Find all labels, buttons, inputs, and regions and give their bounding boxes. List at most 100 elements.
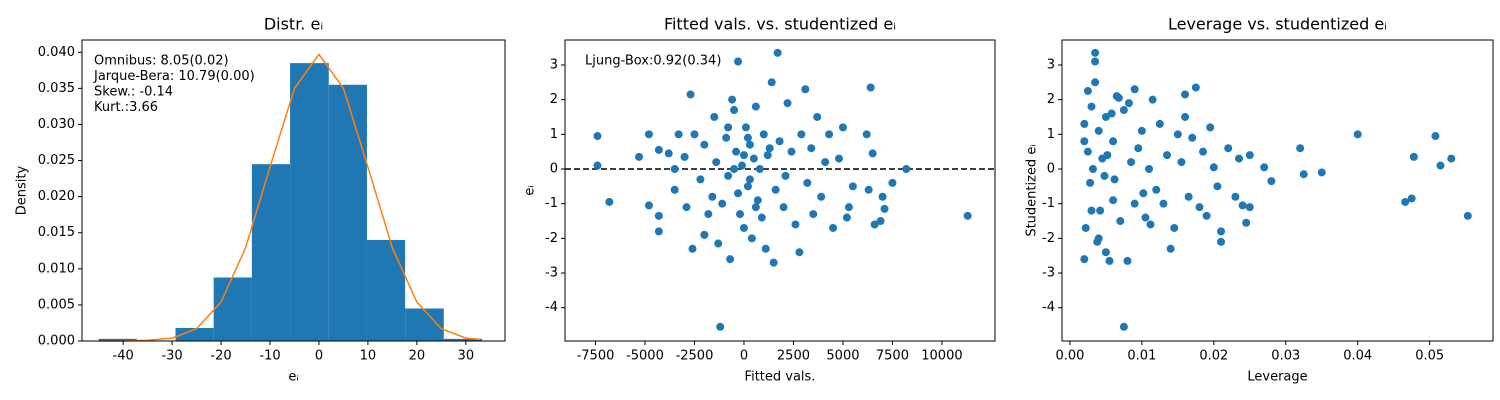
x-tick-label: 20: [409, 349, 426, 364]
point: [791, 220, 800, 229]
point: [737, 161, 746, 170]
point: [880, 204, 889, 213]
point: [747, 234, 756, 243]
point: [1119, 322, 1128, 331]
y-tick-label: -4: [545, 300, 558, 315]
point: [821, 158, 830, 167]
point: [803, 178, 812, 187]
bar: [328, 84, 367, 342]
density-curve: [98, 53, 481, 342]
point: [682, 203, 691, 212]
point: [1463, 211, 1472, 220]
x-tick-label: -7500: [577, 349, 615, 364]
point: [674, 130, 683, 139]
point: [813, 112, 822, 121]
point: [1146, 220, 1155, 229]
point: [686, 90, 695, 99]
y-tick-label: -2: [1042, 231, 1055, 246]
point: [1091, 57, 1100, 66]
point: [1181, 112, 1190, 121]
y-tick-label: 0.015: [38, 225, 75, 240]
y-tick-label: 0.025: [38, 153, 75, 168]
point: [724, 171, 733, 180]
x-axis-label: Leverage: [1247, 370, 1307, 385]
point: [1217, 227, 1226, 236]
point: [1245, 203, 1254, 212]
point: [1080, 137, 1089, 146]
point: [1137, 126, 1146, 135]
point: [635, 152, 644, 161]
point: [817, 192, 826, 201]
y-tick-label: 0.020: [38, 189, 75, 204]
point: [1267, 177, 1276, 186]
point: [739, 151, 748, 160]
point: [714, 239, 723, 248]
point: [1202, 211, 1211, 220]
point: [751, 102, 760, 111]
point: [1100, 171, 1109, 180]
axes-frame: [81, 39, 506, 342]
chart-title: Distr. eᵢ: [264, 15, 323, 34]
point: [593, 161, 602, 170]
point: [1091, 48, 1100, 57]
point: [593, 132, 602, 141]
point: [670, 165, 679, 173]
point: [1080, 119, 1089, 128]
point: [1110, 175, 1119, 184]
x-tick-label: 7500: [876, 349, 909, 364]
x-tick-label: -10: [259, 349, 280, 364]
x-tick-label: -5000: [626, 349, 664, 364]
point: [688, 244, 697, 253]
point: [771, 185, 780, 194]
point: [1436, 161, 1445, 170]
point: [773, 48, 782, 57]
point: [1109, 137, 1118, 146]
panel: 0.00 0.01 0.02 0.03 0.04 0.05 -4 -3 -2 -1 0 1 2 3 Leve…: [1025, 15, 1494, 385]
point: [864, 185, 873, 194]
point: [779, 203, 788, 212]
y-tick-label: 0.000: [38, 334, 75, 349]
chart-title: Fitted vals. vs. studentized eᵢ: [664, 15, 896, 34]
point: [1086, 178, 1095, 187]
point: [743, 133, 752, 142]
point: [866, 83, 875, 92]
point: [1260, 163, 1269, 172]
point: [745, 175, 754, 184]
point: [1188, 133, 1197, 142]
point: [680, 152, 689, 161]
point: [1235, 154, 1244, 163]
point: [878, 192, 887, 201]
point: [1127, 158, 1136, 167]
point: [690, 130, 699, 139]
point: [710, 112, 719, 121]
point: [728, 95, 737, 104]
point: [765, 144, 774, 153]
y-tick-label: -1: [545, 196, 558, 211]
point: [700, 140, 709, 149]
point: [654, 227, 663, 236]
point: [734, 189, 743, 198]
point: [1431, 132, 1440, 141]
panel: -40 -30 -20 -10 0 10 20 30 0.000 0.005 0.010 0.015 0…: [15, 15, 506, 385]
point: [749, 154, 758, 163]
point: [1177, 158, 1186, 167]
point: [1217, 237, 1226, 246]
point: [1087, 206, 1096, 215]
point: [1109, 196, 1118, 205]
y-tick-label: -3: [1042, 266, 1055, 281]
point: [1152, 185, 1161, 194]
annotation: Ljung-Box:0.92(0.34): [585, 54, 721, 69]
point: [1245, 151, 1254, 160]
point: [654, 145, 663, 154]
y-tick-label: 0.040: [38, 45, 75, 60]
y-tick-label: 0.005: [38, 297, 75, 312]
x-tick-label: 30: [458, 349, 475, 364]
point: [696, 175, 705, 184]
point: [1093, 237, 1102, 246]
bar: [443, 338, 482, 341]
point: [708, 192, 717, 201]
x-axis-label: Fitted vals.: [745, 370, 816, 385]
point: [848, 182, 857, 191]
point: [753, 196, 762, 205]
point: [730, 106, 739, 115]
